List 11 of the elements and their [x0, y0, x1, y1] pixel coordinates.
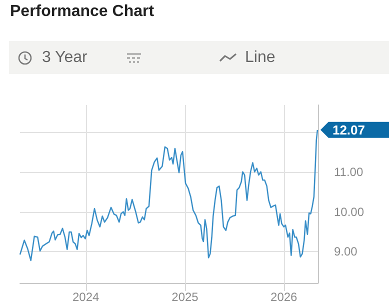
x-tick-label: 2025: [172, 290, 199, 304]
x-tick-label: 2024: [72, 290, 100, 304]
x-tick-label: 2026: [270, 290, 298, 304]
y-tick-label: 11.00: [334, 165, 364, 180]
text: Line: [245, 49, 276, 67]
annotation: 12.07: [332, 122, 366, 138]
line-series: [19, 129, 318, 262]
y-tick-label: 9.00: [334, 244, 358, 258]
y-tick-label: 10.00: [334, 204, 364, 219]
chart-title: Performance Chart: [10, 3, 154, 21]
text: 3 Year: [42, 49, 88, 67]
